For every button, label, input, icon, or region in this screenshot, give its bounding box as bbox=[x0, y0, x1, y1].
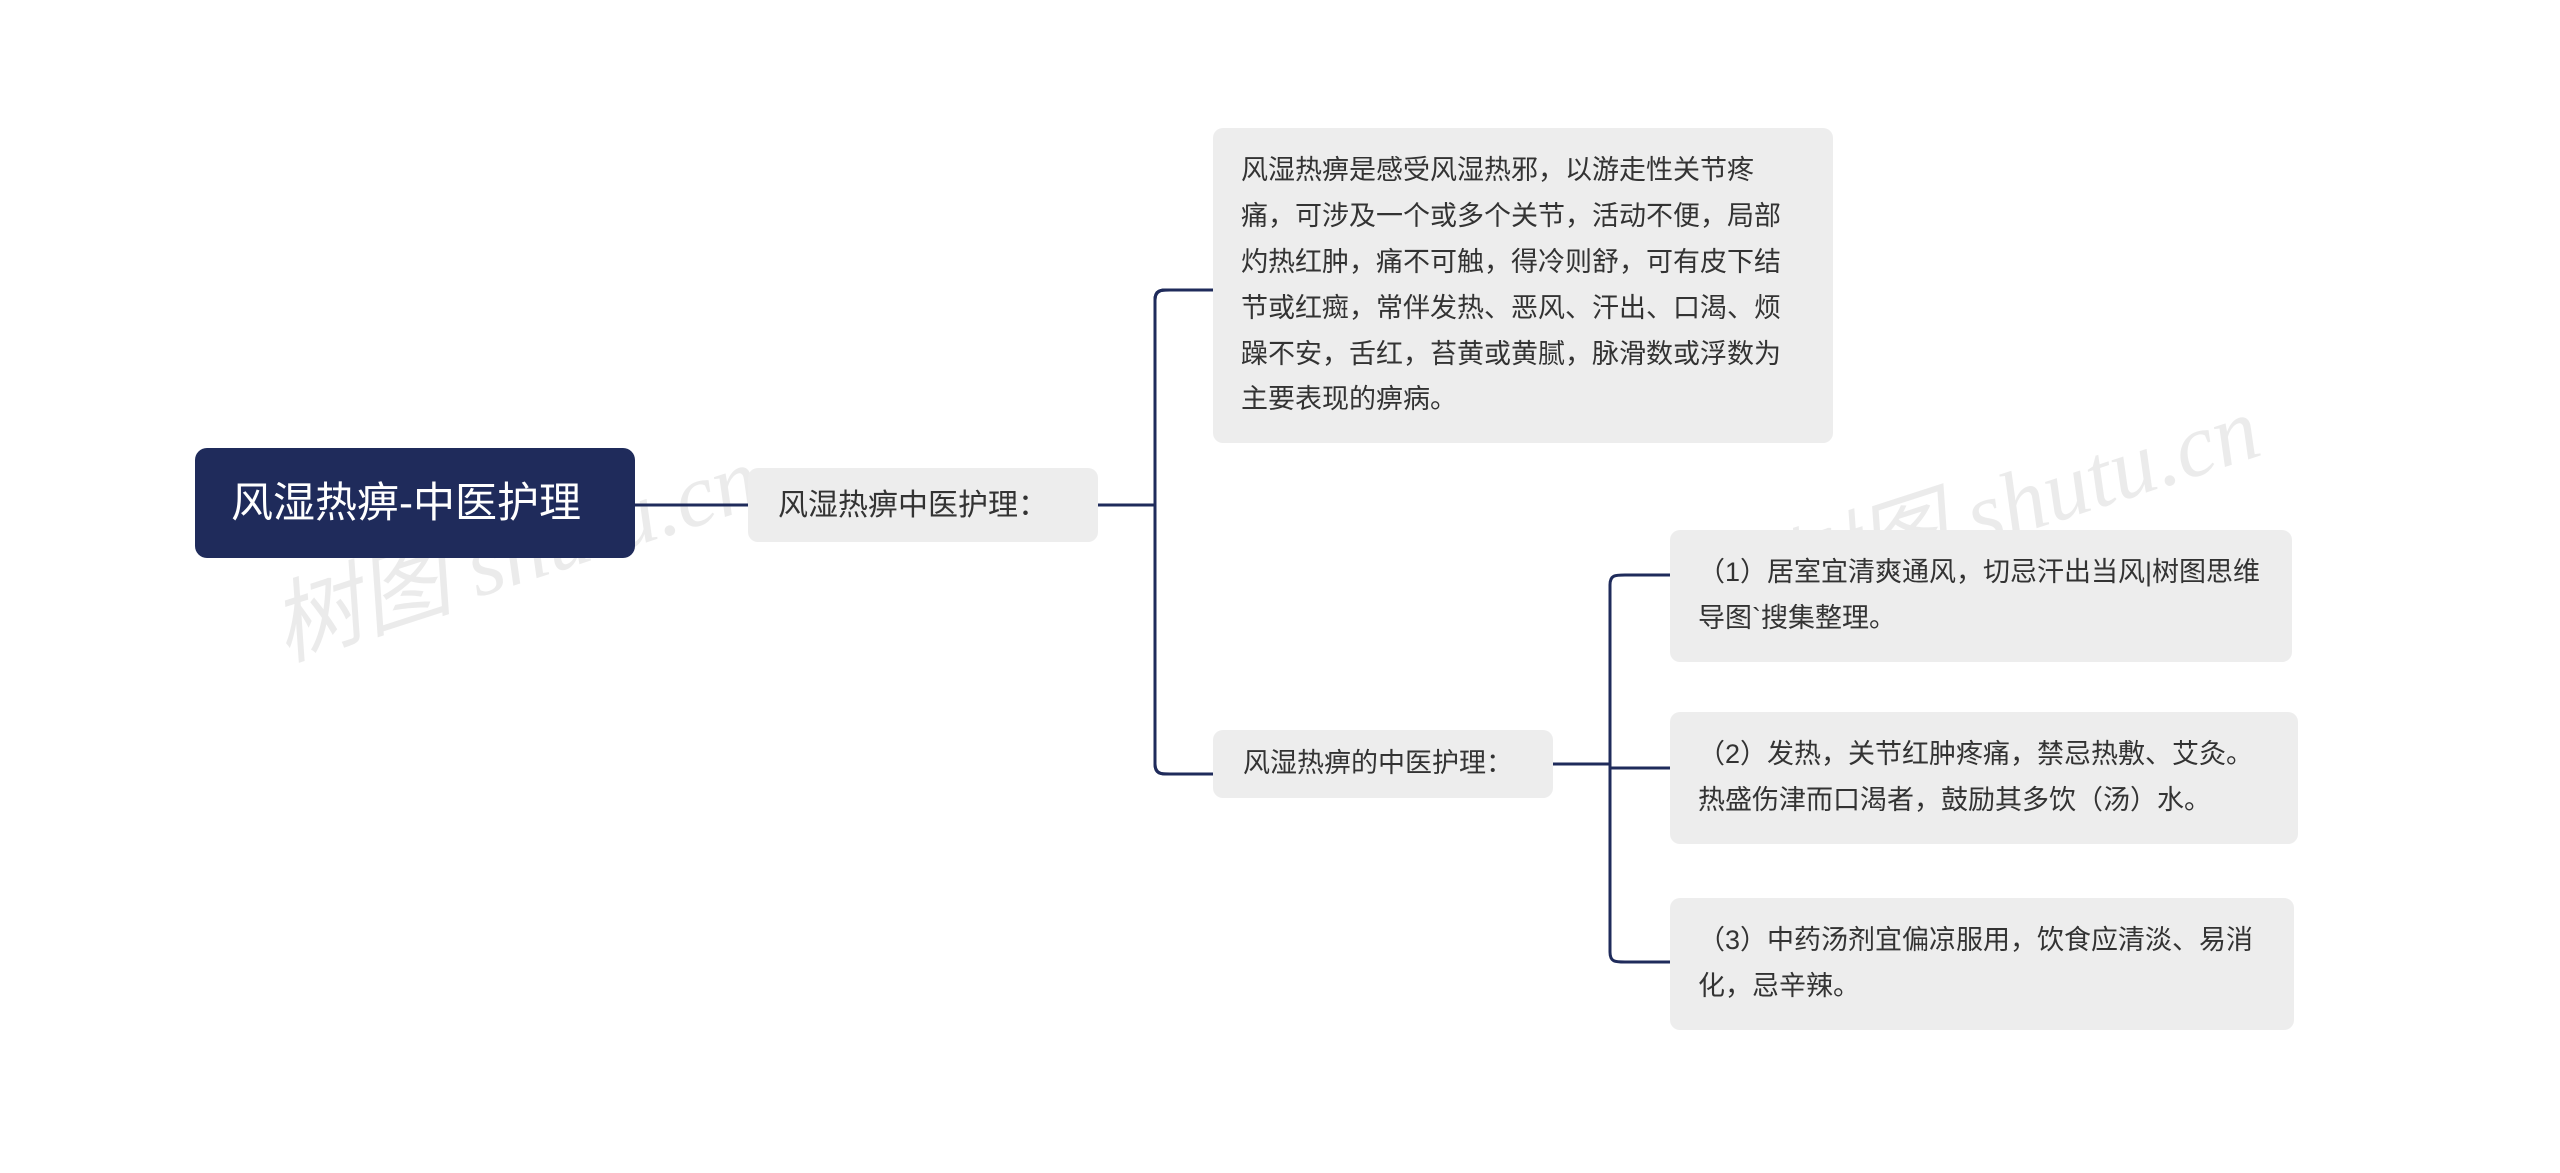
root-label: 风湿热痹-中医护理 bbox=[231, 467, 581, 538]
mindmap-canvas: 树图 shutu.cn 树图 shutu.cn 风湿热痹-中医护理 bbox=[0, 0, 2560, 1173]
description-text: 风湿热痹是感受风湿热邪，以游走性关节疼痛，可涉及一个或多个关节，活动不便，局部灼… bbox=[1241, 148, 1805, 423]
nursing-item-2-text: （2）发热，关节红肿疼痛，禁忌热敷、艾灸。热盛伤津而口渴者，鼓励其多饮（汤）水。 bbox=[1698, 732, 2270, 824]
root-node[interactable]: 风湿热痹-中医护理 bbox=[195, 448, 635, 558]
level2-node[interactable]: 风湿热痹中医护理： bbox=[748, 468, 1098, 542]
nursing-label-text: 风湿热痹的中医护理： bbox=[1243, 741, 1513, 787]
nursing-item-3[interactable]: （3）中药汤剂宜偏凉服用，饮食应清淡、易消化，忌辛辣。 bbox=[1670, 898, 2294, 1030]
nursing-item-1-text: （1）居室宜清爽通风，切忌汗出当风|树图思维导图`搜集整理。 bbox=[1698, 550, 2264, 642]
description-node[interactable]: 风湿热痹是感受风湿热邪，以游走性关节疼痛，可涉及一个或多个关节，活动不便，局部灼… bbox=[1213, 128, 1833, 443]
nursing-item-1[interactable]: （1）居室宜清爽通风，切忌汗出当风|树图思维导图`搜集整理。 bbox=[1670, 530, 2292, 662]
level2-label: 风湿热痹中医护理： bbox=[778, 480, 1048, 531]
nursing-item-2[interactable]: （2）发热，关节红肿疼痛，禁忌热敷、艾灸。热盛伤津而口渴者，鼓励其多饮（汤）水。 bbox=[1670, 712, 2298, 844]
nursing-label-node[interactable]: 风湿热痹的中医护理： bbox=[1213, 730, 1553, 798]
nursing-item-3-text: （3）中药汤剂宜偏凉服用，饮食应清淡、易消化，忌辛辣。 bbox=[1698, 918, 2266, 1010]
